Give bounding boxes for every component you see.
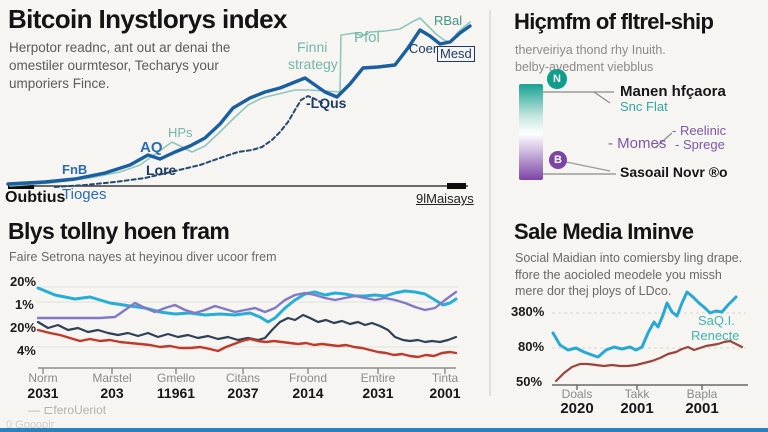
sale-media-subtitle: Social Maidian into comiersby ling drape… [515, 250, 742, 300]
bitcoin-index-title: Bitcoin Inystlorys index [8, 4, 287, 34]
subtitle-line: omestiler ourmtesor, Techarys your [9, 57, 219, 73]
subtitle-line: umporiers Fince. [9, 75, 110, 91]
gradient-scale-bar [519, 84, 543, 180]
subtitle-line: Faire Setrona nayes at heyinou diver uco… [9, 250, 277, 264]
subtitle-line: Social Maidian into comiersby ling drape… [515, 251, 743, 265]
funnel-legend-line [565, 161, 611, 172]
funnel-legend-line [593, 91, 611, 104]
legend-top-badge: N [547, 69, 567, 89]
funnel-legend-line [655, 132, 673, 148]
funnel-ship-subtitle: therveiriya thond rhy Inuith. belby-aved… [515, 42, 666, 75]
blys-tollny-chart-series-purple [36, 290, 458, 320]
sale-media-chart-series-cyan [551, 290, 738, 359]
sale-media-chart-series-maroon [554, 339, 744, 383]
bottom-accent-bar [0, 428, 768, 432]
vertical-divider [489, 10, 491, 396]
bitcoin-index-chart-series-main-index [6, 24, 472, 186]
subtitle-line: mere dor thej ploys of LDco. [515, 284, 672, 298]
blys-tollny-chart-series-red [36, 328, 458, 359]
bitcoin-index-chart-series-dashed-lore [54, 95, 323, 188]
bitcoin-index-subtitle: Herpotor readnc, ant out ar denai the om… [9, 39, 230, 92]
blys-tollny-title: Blys tollny hoen fram [8, 218, 230, 244]
blys-tollny-subtitle: Faire Setrona nayes at heyinou diver uco… [9, 249, 277, 266]
footer-legend: — ⊏feroUeriot [28, 403, 107, 417]
subtitle-line: therveiriya thond rhy Inuith. [515, 43, 666, 57]
blys-tollny-chart-series-navy [36, 313, 458, 344]
subtitle-line: belby-avedment viebblus [515, 59, 654, 74]
subtitle-line: Herpotor readnc, ant out ar denai the [9, 40, 231, 55]
funnel-ship-title: Hiçmfm of fltrel-ship [514, 9, 714, 34]
bitcoin-index-chart-series-teal-strategy [9, 17, 471, 187]
subtitle-line: ffore the aocioled meodele you missh [515, 267, 722, 282]
sale-media-title: Sale Media Iminve [514, 219, 694, 244]
legend-bottom-badge: B [549, 151, 567, 169]
